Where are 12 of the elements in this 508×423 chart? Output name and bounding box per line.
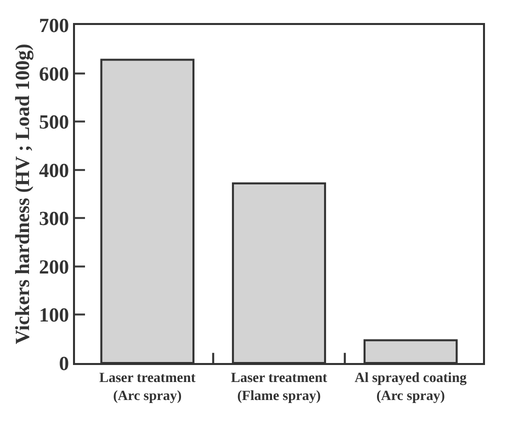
y-tick-label: 700 [39,15,69,37]
x-tick-label: Laser treatment (Arc spray) [99,370,196,404]
y-tick-label: 200 [39,256,69,278]
y-axis-title: Vickers hardness (HV ; Load 100g) [12,44,34,344]
x-tick-label: Laser treatment (Flame spray) [230,370,328,404]
y-tick-label: 300 [39,208,69,230]
y-tick-label: 0 [59,353,69,375]
y-tick-label: 600 [39,63,69,86]
y-tick-label: 500 [39,112,69,134]
y-tick-label: 100 [39,304,69,327]
y-tick-label: 400 [39,160,69,182]
x-tick-label: Al sprayed coating (Arc spray) [354,370,467,404]
